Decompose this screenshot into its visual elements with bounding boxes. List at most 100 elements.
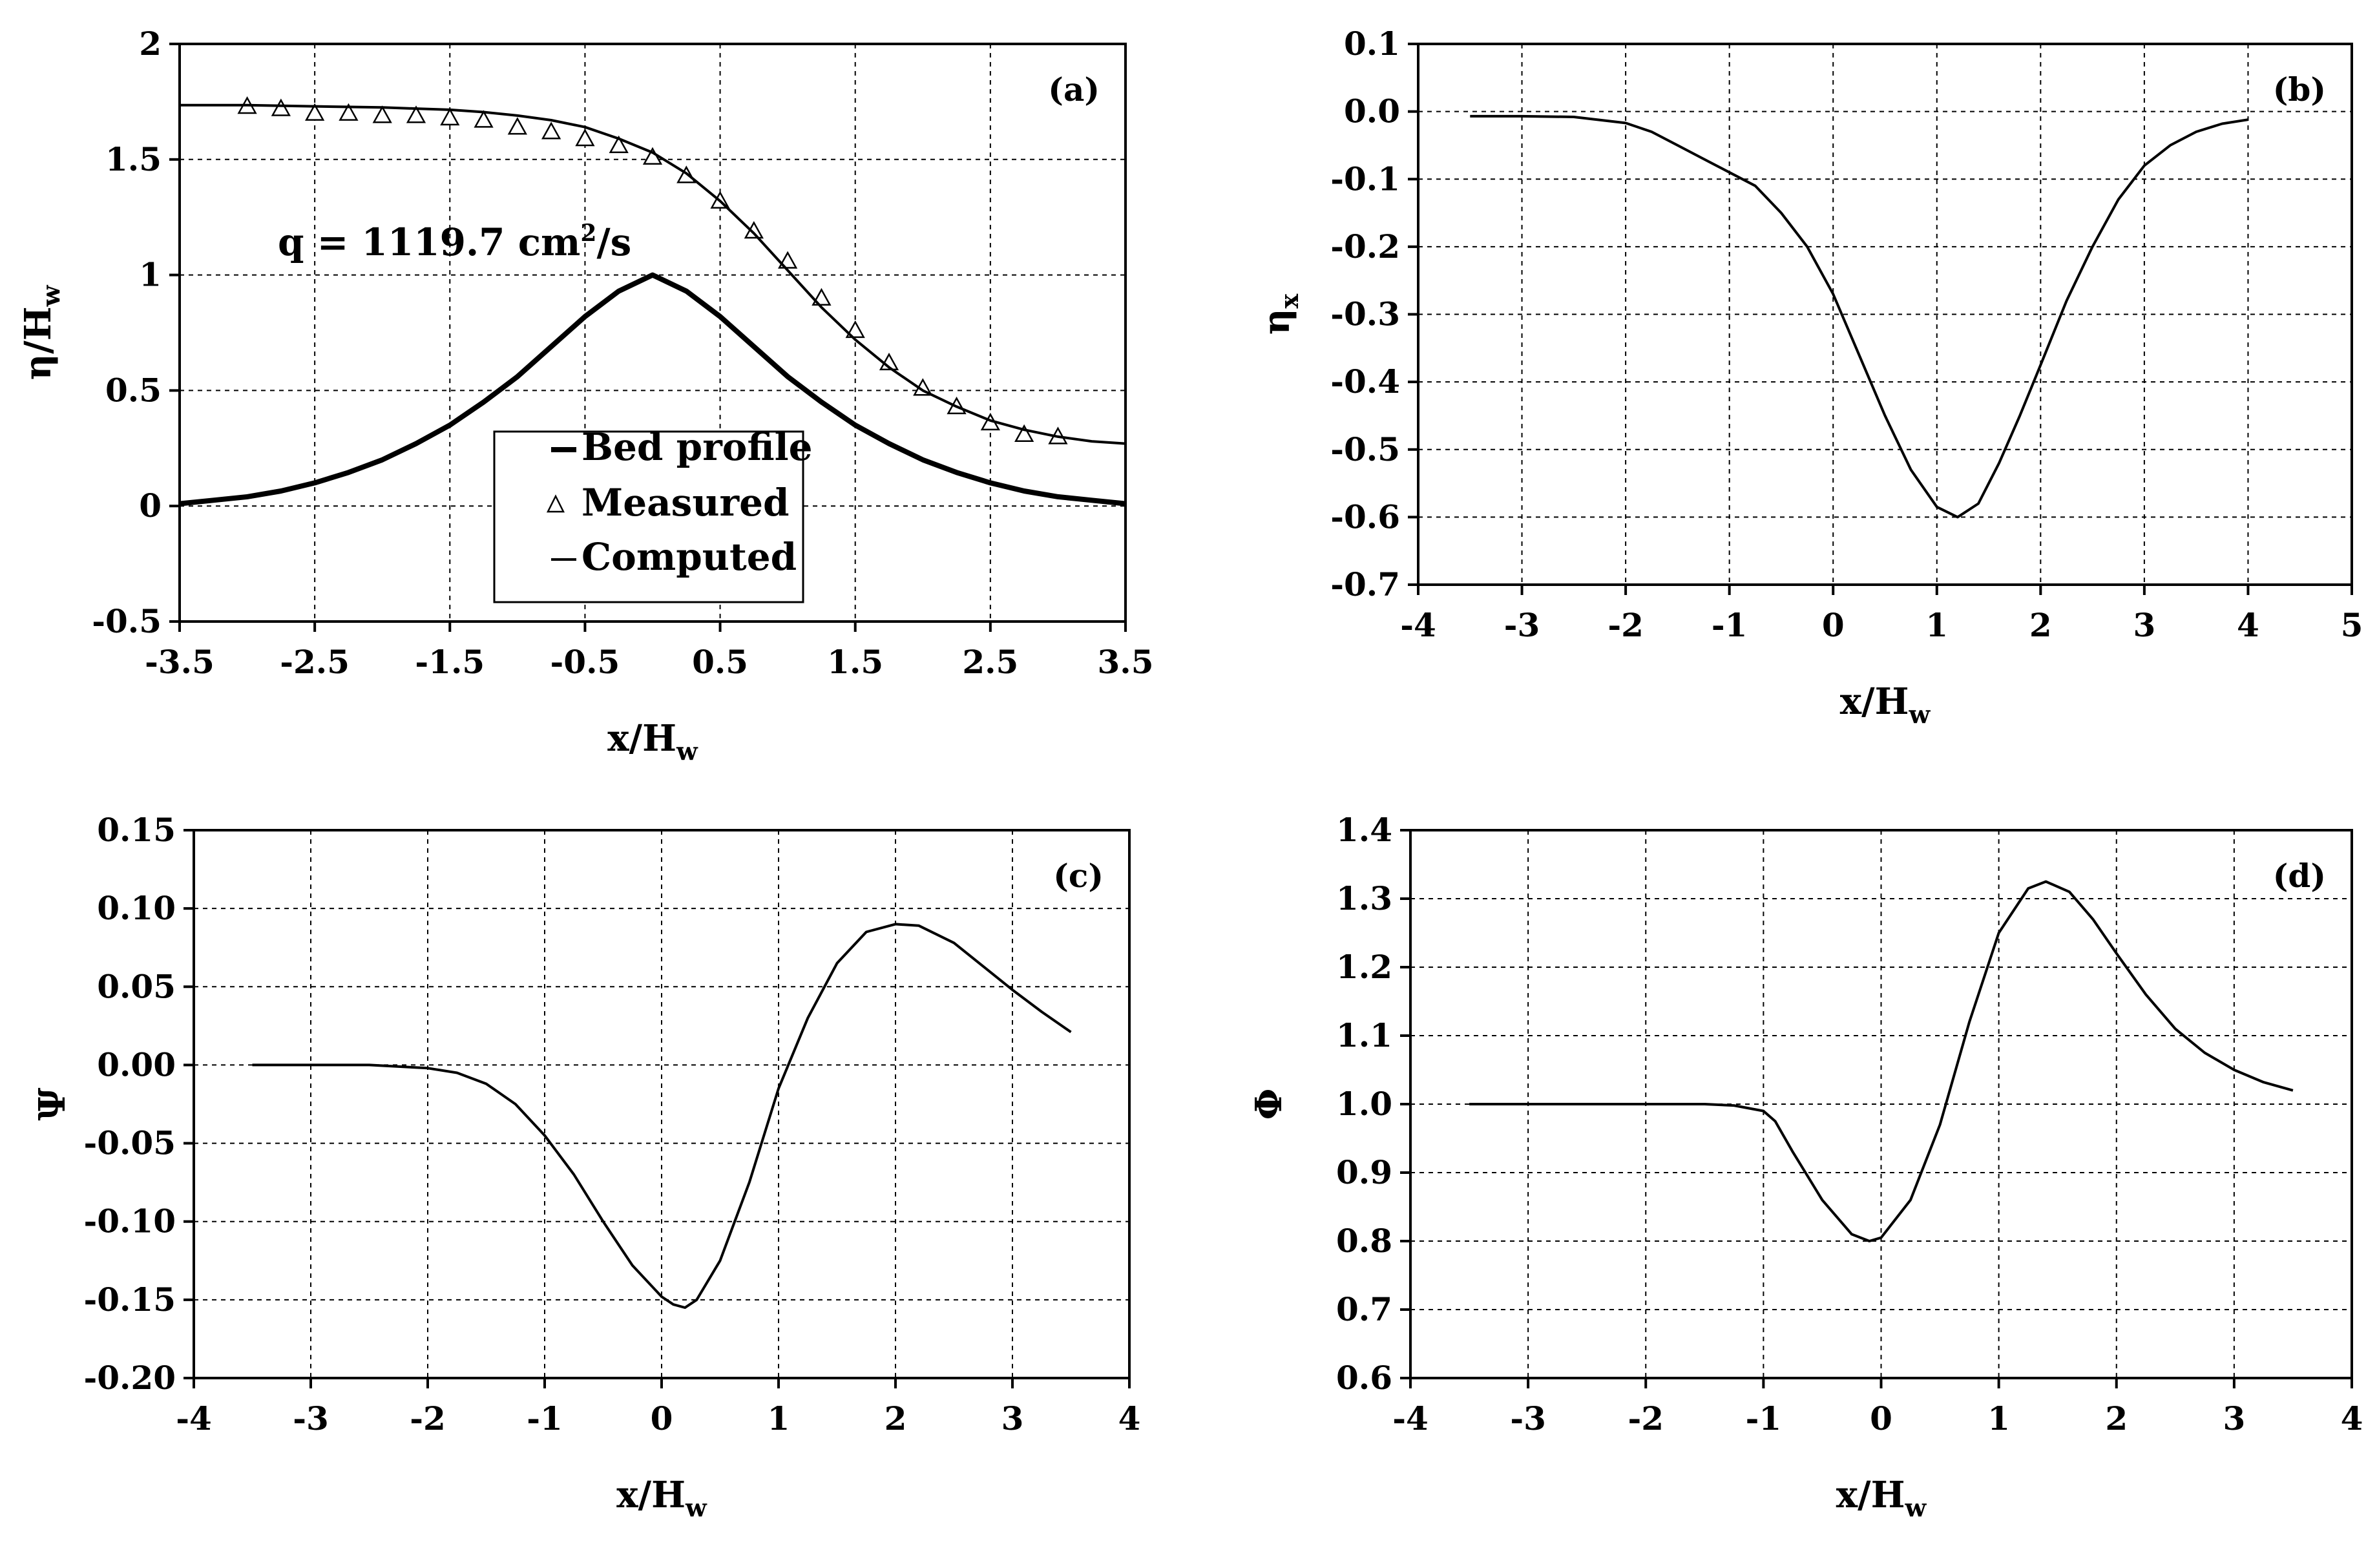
y-tick-label: 1 <box>139 256 162 294</box>
annotation-prefix: q = 1119.7 cm <box>278 220 580 264</box>
x-tick-label: -2 <box>1628 1399 1664 1437</box>
x-tick-label: 3 <box>2133 606 2155 644</box>
panel-b: -4 -3 -2 -1 0 1 2 3 4 5 -0.7 -0.6 -0.5 -0.4 -0.3 -0.2 -0… <box>1255 25 2363 729</box>
measured-point <box>372 105 392 123</box>
y-tick-label: 2 <box>139 25 162 63</box>
x-tick-label: 1.5 <box>827 643 883 681</box>
series-line-- <box>252 923 1072 1309</box>
y-tick-label: -0.10 <box>83 1202 176 1240</box>
y-tick-label: -0.4 <box>1330 362 1400 401</box>
x-tick-label: 0 <box>651 1399 673 1437</box>
x-tick-label: 1 <box>1925 606 1948 644</box>
panel-label: (b) <box>2273 70 2326 109</box>
y-axis-title-main: η/H <box>17 306 59 380</box>
series-line-- <box>1469 880 2294 1242</box>
panel-label: (a) <box>1048 70 1100 109</box>
x-tick-label: 5 <box>2341 606 2363 644</box>
x-tick-label: 0 <box>1870 1399 1892 1437</box>
panel-d: -4 -3 -2 -1 0 1 2 3 4 0.6 0.7 0.8 0.9 1.0 1.1 1.2 1.3 1.4… <box>1248 811 2363 1522</box>
y-tick-label: 1.5 <box>105 140 162 178</box>
y-axis-title-sub: x <box>1275 293 1304 308</box>
x-tick-label: -4 <box>1400 606 1436 644</box>
x-tick-label: -4 <box>176 1399 212 1437</box>
y-tick-label: -0.2 <box>1330 227 1400 266</box>
x-axis-title-main: x/H <box>616 1474 686 1516</box>
y-tick-label: 1.2 <box>1336 948 1392 986</box>
measured-point <box>845 320 865 339</box>
x-tick-label: -1 <box>1712 606 1748 644</box>
panel-label: (d) <box>2273 857 2326 895</box>
legend: Bed profile Measured Computed <box>493 425 813 603</box>
x-tick-label: -0.5 <box>550 643 620 681</box>
legend-label: Bed profile <box>581 425 813 469</box>
x-tick-label: 2 <box>885 1399 907 1437</box>
series-line-bed-profile <box>179 272 1126 507</box>
x-tick-label: 0 <box>1822 606 1845 644</box>
x-tick-label: 3 <box>1001 1399 1024 1437</box>
x-tick-label: -2 <box>410 1399 446 1437</box>
x-axis-title: x/Hw <box>1840 680 1931 729</box>
x-tick-label: 2 <box>2029 606 2052 644</box>
legend-label: Computed <box>581 535 797 579</box>
measured-point <box>609 135 629 153</box>
y-tick-label: -0.7 <box>1330 565 1400 603</box>
x-axis-title-main: x/H <box>1840 680 1909 723</box>
measured-point <box>507 117 527 135</box>
x-tick-label: -2.5 <box>280 643 350 681</box>
annotation-suffix: /s <box>596 220 631 264</box>
measured-point <box>879 352 899 371</box>
y-axis-title: Ψ <box>31 1087 74 1120</box>
x-tick-label: -3 <box>1504 606 1540 644</box>
y-axis-title-sub: w <box>36 284 65 307</box>
x-tick-label: 3 <box>2223 1399 2245 1437</box>
measured-point <box>474 110 494 128</box>
y-axis-title-main: Φ <box>1248 1089 1290 1120</box>
measured-point <box>575 129 595 147</box>
x-axis-title-main: x/H <box>607 717 676 760</box>
x-tick-label: 4 <box>2341 1399 2363 1437</box>
x-tick-label: 1 <box>1987 1399 2010 1437</box>
x-axis-title-sub: w <box>685 1493 707 1522</box>
y-tick-label: 0.10 <box>97 889 176 927</box>
y-tick-label: -0.6 <box>1330 497 1400 536</box>
x-axis-title: x/Hw <box>616 1474 707 1522</box>
y-tick-label: 0.5 <box>105 371 162 409</box>
y-tick-label: 1.0 <box>1336 1085 1392 1123</box>
legend-box <box>493 430 804 603</box>
x-tick-label: -1 <box>527 1399 563 1437</box>
x-axis-title-sub: w <box>676 737 698 766</box>
legend-swatch-measured <box>546 494 565 513</box>
measured-point <box>406 105 426 123</box>
y-tick-label: 1.1 <box>1336 1016 1392 1054</box>
y-tick-label: -0.3 <box>1330 295 1400 333</box>
y-tick-label: -0.20 <box>83 1359 176 1397</box>
x-tick-label: 4 <box>2237 606 2259 644</box>
x-axis-title: x/Hw <box>1836 1474 1927 1522</box>
x-tick-label: -3 <box>293 1399 329 1437</box>
y-axis-title-main: η <box>1255 308 1298 335</box>
series-line-computed <box>180 103 1126 445</box>
x-axis-title-sub: w <box>1905 1493 1927 1522</box>
x-tick-label: 4 <box>1118 1399 1141 1437</box>
x-tick-label: -3 <box>1510 1399 1546 1437</box>
flow-rate-annotation: q = 1119.7 cm2/s <box>278 220 631 264</box>
x-tick-label: -3.5 <box>145 643 215 681</box>
y-tick-label: 0.00 <box>97 1045 176 1083</box>
x-axis-title-sub: w <box>1909 700 1931 729</box>
x-tick-label: -4 <box>1392 1399 1429 1437</box>
y-tick-label: 0.1 <box>1344 25 1400 63</box>
y-tick-label: -0.5 <box>92 602 162 640</box>
y-tick-label: 0.9 <box>1336 1153 1392 1191</box>
measured-point <box>541 121 561 140</box>
measured-point <box>305 103 325 121</box>
y-tick-label: 0.0 <box>1344 92 1400 131</box>
measured-point <box>1014 424 1034 442</box>
x-axis-title: x/Hw <box>607 717 698 766</box>
measured-point <box>339 103 359 121</box>
y-axis-title: Φ <box>1248 1089 1290 1120</box>
y-tick-label: 0.05 <box>97 967 176 1005</box>
x-tick-label: 3.5 <box>1098 643 1154 681</box>
x-tick-label: 2.5 <box>962 643 1018 681</box>
panel-label: (c) <box>1053 857 1104 895</box>
